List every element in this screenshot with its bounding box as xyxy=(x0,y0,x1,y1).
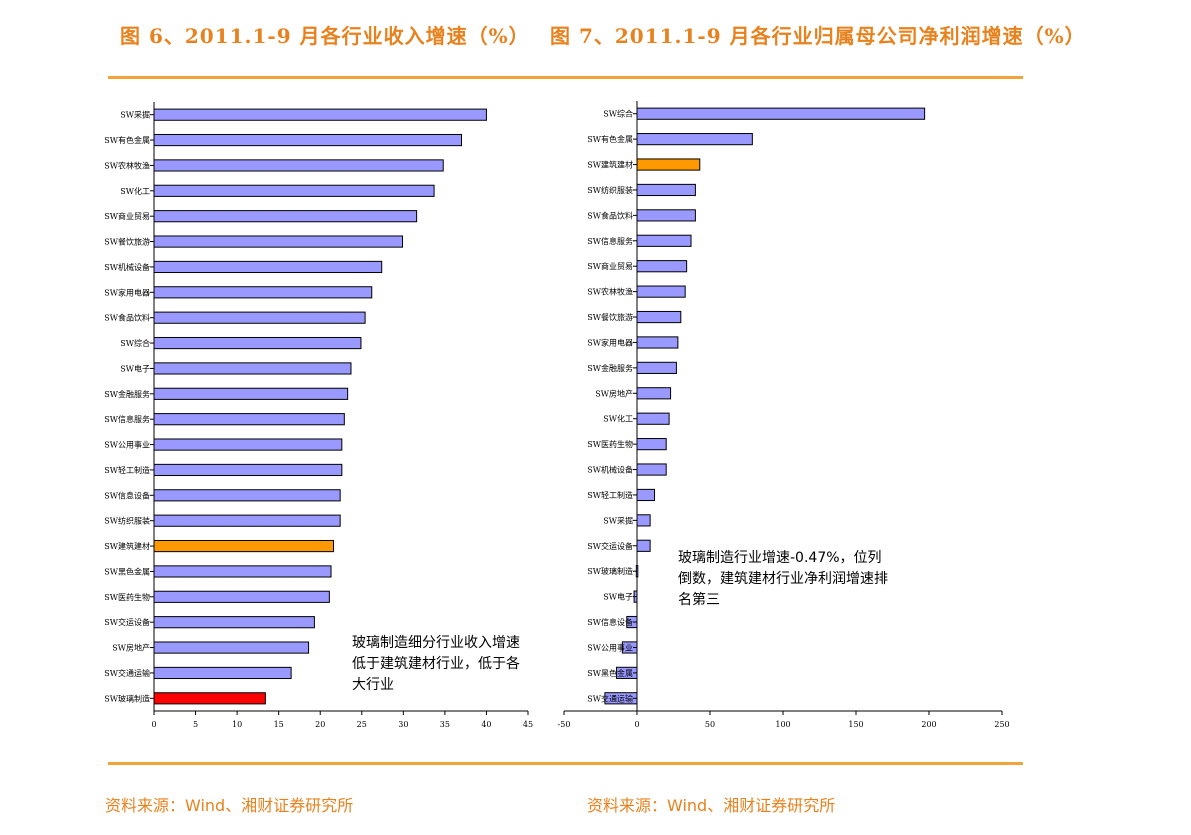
revenue-category-label: SW房地产 xyxy=(112,643,150,653)
revenue-category-label: SW商业贸易 xyxy=(104,211,150,221)
profit-category-label: SW交运设备 xyxy=(587,541,633,551)
revenue-category-label: SW农林牧渔 xyxy=(104,160,150,170)
source-note-right: 资料来源：Wind、湘财证券研究所 xyxy=(587,796,836,815)
revenue-x-tick-label: 40 xyxy=(481,720,491,729)
revenue-category-label: SW综合 xyxy=(120,338,150,348)
source-note-left: 资料来源：Wind、湘财证券研究所 xyxy=(105,796,354,815)
profit-x-tick-label: 0 xyxy=(634,720,639,729)
profit-x-tick-label: 150 xyxy=(848,720,863,729)
profit-category-label: SW机械设备 xyxy=(587,465,633,475)
profit-category-label: SW采掘 xyxy=(603,515,633,525)
revenue-category-label: SW金融服务 xyxy=(104,389,150,399)
figure-7-title: 图 7、2011.1-9 月各行业归属母公司净利润增速（%） xyxy=(550,24,1086,48)
profit-bar xyxy=(636,463,667,476)
profit-category-label: SW商业贸易 xyxy=(587,261,633,271)
revenue-chart-annotation: 玻璃制造细分行业收入增速低于建筑建材行业，低于各大行业 xyxy=(352,635,520,693)
revenue-x-tick-label: 35 xyxy=(440,720,450,729)
profit-bar xyxy=(636,234,692,247)
profit-x-tick-label: -50 xyxy=(558,720,571,729)
revenue-category-label: SW信息设备 xyxy=(104,490,150,500)
profit-category-label: SW公用事业 xyxy=(587,642,633,652)
revenue-category-label: SW家用电器 xyxy=(104,287,150,297)
profit-bar xyxy=(636,387,672,400)
revenue-category-label: SW交运设备 xyxy=(104,617,150,627)
revenue-category-label: SW交通运输 xyxy=(104,668,150,678)
profit-category-label: SW黑色金属 xyxy=(587,668,633,678)
profit-category-label: SW信息服务 xyxy=(587,236,633,246)
profit-bar xyxy=(636,412,670,425)
top-rule-left xyxy=(108,76,545,79)
revenue-category-label: SW采掘 xyxy=(120,110,150,120)
profit-category-label: SW家用电器 xyxy=(587,337,633,347)
profit-category-label: SW建筑建材 xyxy=(587,160,633,170)
profit-bar xyxy=(636,361,677,374)
revenue-category-label: SW机械设备 xyxy=(104,262,150,272)
revenue-category-label: SW纺织服装 xyxy=(104,516,150,526)
revenue-category-label: SW电子 xyxy=(120,363,150,373)
profit-bar xyxy=(636,158,701,171)
profit-x-tick-label: 100 xyxy=(775,720,790,729)
profit-category-label: SW综合 xyxy=(603,109,633,119)
profit-category-label: SW信息设备 xyxy=(587,617,633,627)
figure-6-title: 图 6、2011.1-9 月各行业收入增速（%） xyxy=(120,24,530,48)
profit-bar xyxy=(636,260,688,273)
profit-category-label: SW轻工制造 xyxy=(587,490,633,500)
revenue-x-tick-label: 10 xyxy=(232,720,242,729)
profit-category-label: SW有色金属 xyxy=(587,134,633,144)
revenue-category-label: SW食品饮料 xyxy=(104,313,150,323)
revenue-x-tick-label: 15 xyxy=(274,720,284,729)
revenue-x-tick-label: 0 xyxy=(151,720,156,729)
profit-category-label: SW医药生物 xyxy=(587,439,633,449)
profit-bar xyxy=(636,107,926,120)
profit-bar xyxy=(636,310,682,324)
revenue-category-label: SW有色金属 xyxy=(104,135,150,145)
profit-category-label: SW交通运输 xyxy=(587,693,633,703)
profit-bar xyxy=(636,183,696,197)
revenue-category-label: SW化工 xyxy=(120,186,150,196)
revenue-category-label: SW黑色金属 xyxy=(104,566,150,576)
profit-bar xyxy=(636,438,667,451)
revenue-x-tick-label: 5 xyxy=(193,720,198,729)
revenue-category-label: SW建筑建材 xyxy=(104,541,150,551)
revenue-x-tick-label: 30 xyxy=(398,720,408,729)
profit-chart-annotation: 玻璃制造行业增速-0.47%，位列倒数，建筑建材行业净利润增速排名第三 xyxy=(678,550,888,608)
profit-x-tick-label: 250 xyxy=(994,720,1009,729)
profit-category-label: SW纺织服装 xyxy=(587,185,633,195)
revenue-category-label: SW玻璃制造 xyxy=(104,693,150,703)
profit-category-label: SW金融服务 xyxy=(587,363,633,373)
profit-category-label: SW电子 xyxy=(603,592,633,602)
top-rule-right xyxy=(545,76,1023,79)
profit-category-label: SW化工 xyxy=(603,414,633,424)
profit-bar xyxy=(636,539,651,552)
profit-x-tick-label: 50 xyxy=(705,720,715,729)
profit-bar xyxy=(636,336,679,349)
revenue-x-tick-label: 20 xyxy=(315,720,325,729)
revenue-category-label: SW信息服务 xyxy=(104,414,150,424)
bottom-rule xyxy=(108,762,1023,765)
profit-bar xyxy=(636,209,696,222)
revenue-category-label: SW公用事业 xyxy=(104,440,150,450)
profit-category-label: SW餐饮旅游 xyxy=(587,312,633,322)
revenue-category-label: SW医药生物 xyxy=(104,592,150,602)
profit-bar xyxy=(636,285,686,298)
profit-category-label: SW食品饮料 xyxy=(587,210,633,220)
profit-bar xyxy=(636,488,656,502)
profit-category-label: SW农林牧渔 xyxy=(587,287,633,297)
revenue-category-label: SW餐饮旅游 xyxy=(104,237,150,247)
profit-category-label: SW玻璃制造 xyxy=(587,566,633,576)
profit-bar xyxy=(636,514,651,527)
profit-category-label: SW房地产 xyxy=(595,388,633,398)
profit-x-tick-label: 200 xyxy=(921,720,936,729)
revenue-category-label: SW轻工制造 xyxy=(104,465,150,475)
revenue-x-tick-label: 45 xyxy=(523,720,533,729)
revenue-x-tick-label: 25 xyxy=(357,720,367,729)
profit-bar xyxy=(636,133,753,146)
